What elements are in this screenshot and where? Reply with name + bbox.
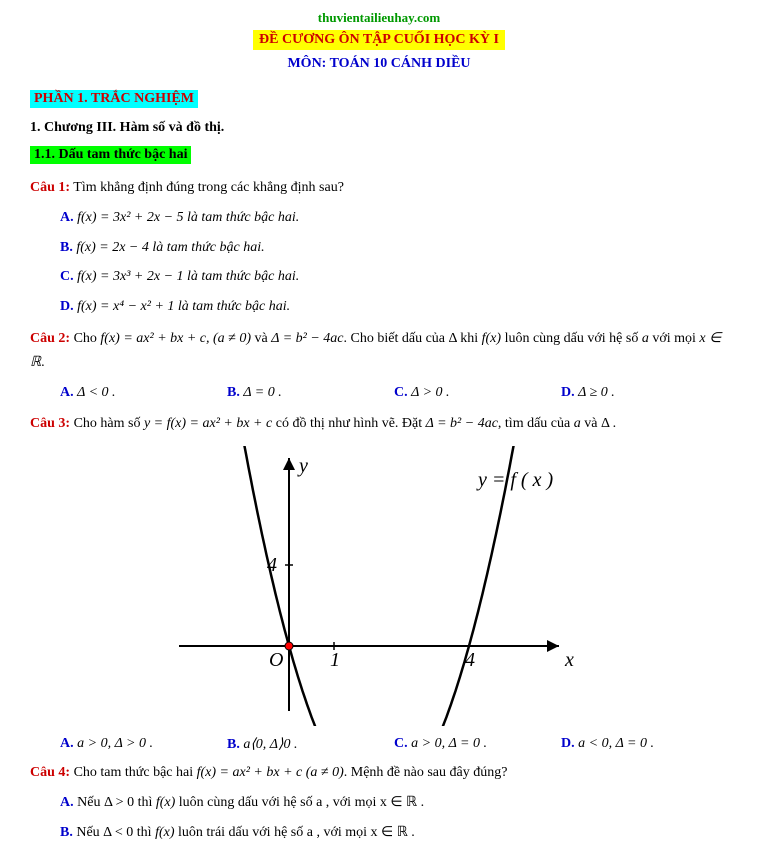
svg-text:y: y [297,455,308,477]
q3-label: Câu 3: [30,416,70,431]
q1-opt-c: C. f(x) = 3x³ + 2x − 1 là tam thức bậc h… [60,265,728,289]
part-heading: PHẦN 1. TRẮC NGHIỆM [30,90,198,108]
q2-opt-a: A. Δ < 0 . [60,381,227,405]
chapter-heading: 1. Chương III. Hàm số và đồ thị. [30,120,728,136]
subsection-heading: 1.1. Dấu tam thức bậc hai [30,146,191,164]
q2-opt-d: D. Δ ≥ 0 . [561,381,728,405]
q3-opt-a: A. a > 0, Δ > 0 . [60,736,227,753]
q4-opt-b: B. Nếu Δ < 0 thì f(x) luôn trái dấu với … [60,821,728,845]
q1-text: Tìm khẳng định đúng trong các khẳng định… [70,180,344,195]
svg-text:x: x [564,649,574,671]
q1-opt-a: A. f(x) = 3x² + 2x − 5 là tam thức bậc h… [60,206,728,230]
question-1: Câu 1: Tìm khẳng định đúng trong các khẳ… [30,176,728,319]
question-4: Câu 4: Cho tam thức bậc hai f(x) = ax² +… [30,761,728,844]
svg-text:1: 1 [330,649,340,671]
q4-opt-a: A. Nếu Δ > 0 thì f(x) luôn cùng dấu với … [60,791,728,815]
q1-opt-d: D. f(x) = x⁴ − x² + 1 là tam thức bậc ha… [60,295,728,319]
q2-label: Câu 2: [30,331,70,346]
main-title: ĐỀ CƯƠNG ÔN TẬP CUỐI HỌC KỲ I [253,30,505,50]
q2-opt-c: C. Δ > 0 . [394,381,561,405]
q2-opt-b: B. Δ = 0 . [227,381,394,405]
svg-text:4: 4 [267,554,277,576]
q3-opt-b: B. a⟨0, Δ⟩0 . [227,736,394,753]
question-2: Câu 2: Cho f(x) = ax² + bx + c, (a ≠ 0) … [30,327,728,404]
q1-label: Câu 1: [30,180,70,195]
q3-graph: 1 4 4 Oy x y = f ( x ) [169,446,589,726]
subtitle: MÔN: TOÁN 10 CÁNH DIỀU [30,56,728,72]
svg-text:O: O [269,649,283,671]
q3-opt-c: C. a > 0, Δ = 0 . [394,736,561,753]
svg-text:y = f ( x ): y = f ( x ) [476,469,553,491]
site-url: thuvientailieuhay.com [30,10,728,26]
q3-opt-d: D. a < 0, Δ = 0 . [561,736,728,753]
svg-text:4: 4 [465,649,475,671]
q4-label: Câu 4: [30,765,70,780]
question-3: Câu 3: Cho hàm số y = f(x) = ax² + bx + … [30,412,728,436]
q1-opt-b: B. f(x) = 2x − 4 là tam thức bậc hai. [60,236,728,260]
